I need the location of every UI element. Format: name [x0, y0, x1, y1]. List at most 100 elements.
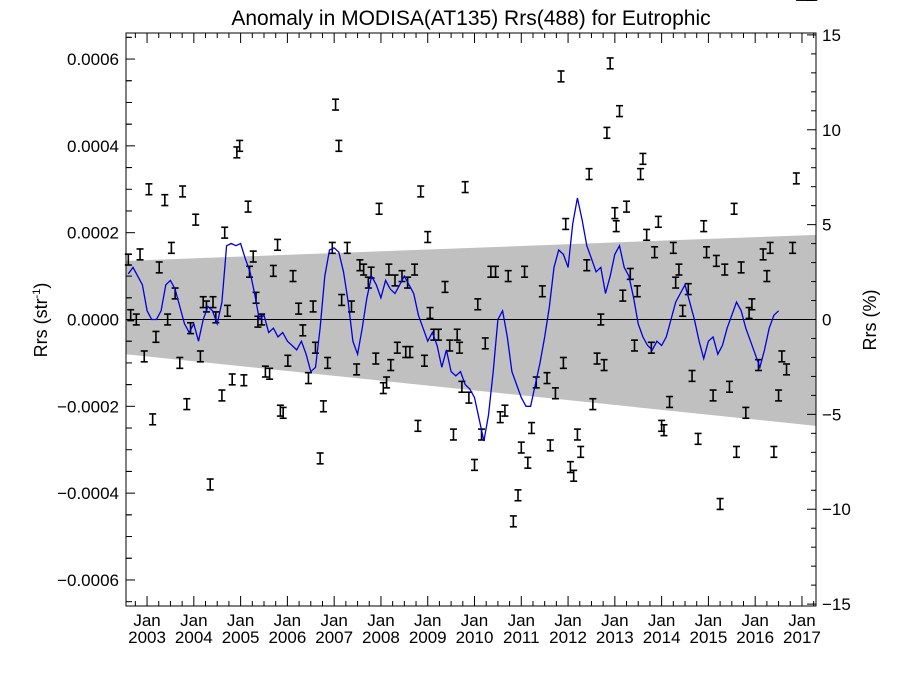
- anomaly-point: [420, 354, 428, 367]
- anomaly-point: [183, 397, 191, 411]
- smoothed-anomaly-line: [127, 197, 780, 442]
- right-tick-label: 0: [822, 311, 831, 330]
- anomaly-point: [136, 248, 144, 261]
- x-tick-year-label: 2005: [222, 628, 260, 647]
- anomaly-point: [441, 280, 449, 294]
- x-tick-year-label: 2017: [783, 628, 821, 647]
- anomaly-point: [742, 406, 750, 420]
- anomaly-point: [633, 285, 641, 298]
- anomaly-point: [514, 489, 522, 502]
- anomaly-point: [387, 358, 395, 372]
- anomaly-point: [196, 350, 204, 363]
- anomaly-point: [471, 458, 479, 472]
- anomaly-point: [789, 241, 797, 255]
- anomaly-point: [524, 456, 532, 469]
- right-y-axis-label: Rrs (%): [860, 290, 880, 351]
- right-tick-label: −15: [822, 595, 851, 614]
- anomaly-point: [639, 152, 647, 166]
- anomaly-point: [140, 350, 148, 363]
- anomaly-point: [589, 397, 597, 411]
- anomaly-point: [149, 413, 157, 426]
- anomaly-point: [721, 263, 729, 276]
- plot-area: [124, 0, 818, 607]
- anomaly-point: [619, 289, 627, 302]
- anomaly-point: [509, 515, 517, 528]
- anomaly-point: [461, 180, 469, 194]
- anomaly-point: [559, 356, 567, 370]
- anomaly-point: [411, 263, 419, 276]
- anomaly-point: [546, 439, 554, 452]
- x-tick-year-label: 2004: [175, 628, 213, 647]
- anomaly-point: [672, 276, 680, 289]
- anomaly-point: [206, 478, 214, 491]
- x-axis: Jan2003Jan2004Jan2005Jan2006Jan2007Jan20…: [128, 33, 821, 647]
- anomaly-point: [319, 400, 327, 413]
- anomaly-point: [328, 241, 336, 255]
- anomaly-point: [538, 285, 546, 298]
- x-tick-year-label: 2012: [549, 628, 587, 647]
- anomaly-point: [528, 421, 536, 435]
- anomaly-point: [244, 200, 252, 213]
- anomaly-point: [732, 445, 740, 459]
- x-tick-year-label: 2008: [362, 628, 400, 647]
- anomaly-point: [269, 264, 277, 278]
- right-tick-label: 10: [822, 121, 841, 140]
- anomaly-point: [145, 183, 153, 196]
- anomaly-point: [218, 389, 226, 402]
- anomaly-point: [626, 267, 634, 281]
- anomaly-point: [192, 213, 200, 226]
- anomaly-point: [424, 230, 432, 244]
- anomaly-point: [426, 306, 434, 320]
- anomaly-point: [600, 358, 608, 372]
- anomaly-point: [132, 313, 140, 326]
- left-tick-label: −0.0002: [57, 397, 119, 416]
- anomaly-point: [543, 371, 551, 385]
- trend-confidence-band: [126, 234, 816, 426]
- right-tick-label: −5: [822, 405, 841, 424]
- anomaly-point: [775, 389, 783, 402]
- x-tick-year-label: 2003: [128, 628, 166, 647]
- anomaly-point: [155, 261, 163, 274]
- anomaly-point: [324, 356, 332, 370]
- anomaly-point: [434, 328, 442, 341]
- left-y-axis-label-end: ): [31, 283, 51, 289]
- anomaly-point: [417, 185, 425, 198]
- anomaly-point: [335, 139, 343, 153]
- x-tick-year-label: 2013: [596, 628, 634, 647]
- x-tick-year-label: 2014: [643, 628, 681, 647]
- anomaly-point: [391, 274, 399, 287]
- anomaly-point: [783, 363, 791, 376]
- anomaly-point: [474, 298, 482, 311]
- x-tick-month-label: Jan: [180, 611, 207, 630]
- left-tick-label: 0.0004: [67, 137, 119, 156]
- anomaly-point: [209, 295, 217, 309]
- x-tick-month-label: Jan: [133, 611, 160, 630]
- anomaly-point: [551, 387, 559, 400]
- anomaly-point: [573, 428, 581, 441]
- anomaly-point: [284, 354, 292, 367]
- x-tick-year-label: 2011: [503, 628, 540, 647]
- x-tick-month-label: Jan: [367, 611, 394, 630]
- anomaly-point: [669, 241, 677, 255]
- left-y-axis-label-main: Rrs (str: [31, 298, 51, 357]
- anomaly-point: [375, 202, 383, 216]
- anomaly-point: [737, 261, 745, 274]
- x-tick-year-label: 2010: [456, 628, 494, 647]
- anomaly-point: [612, 219, 620, 233]
- anomaly-point: [221, 226, 229, 239]
- left-tick-label: 0.0002: [67, 224, 119, 243]
- anomaly-point: [167, 241, 175, 255]
- anomaly-point: [152, 330, 160, 344]
- anomaly-point: [481, 337, 489, 350]
- anomaly-point: [716, 497, 724, 511]
- anomaly-point: [557, 70, 565, 83]
- anomaly-point: [688, 369, 696, 383]
- anomaly-point: [679, 304, 687, 318]
- anomaly-point: [360, 263, 368, 276]
- anomaly-point: [778, 350, 786, 363]
- x-tick-year-label: 2016: [736, 628, 774, 647]
- anomaly-point: [179, 185, 187, 198]
- anomaly-point: [453, 328, 461, 341]
- anomaly-point: [593, 352, 601, 365]
- anomaly-point: [289, 269, 297, 283]
